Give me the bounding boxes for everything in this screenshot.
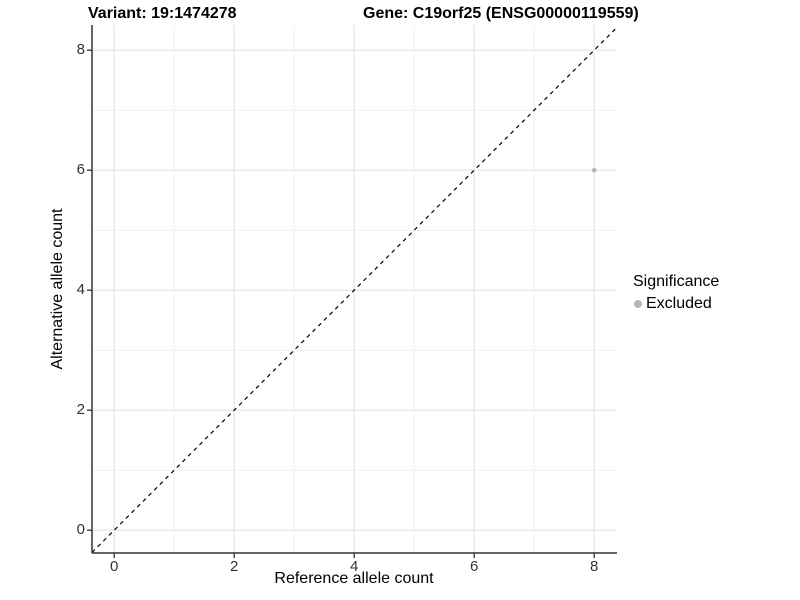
variant-title: Variant: 19:1474278 <box>88 5 237 22</box>
x-tick-label: 0 <box>110 558 119 575</box>
legend-entry: Excluded <box>631 294 719 314</box>
x-axis-title: Reference allele count <box>274 570 434 587</box>
x-tick-label: 6 <box>470 558 479 575</box>
y-tick-label: 2 <box>76 401 85 419</box>
data-point <box>591 167 597 173</box>
legend-entries: Excluded <box>631 294 719 314</box>
gene-title: Gene: C19orf25 (ENSG00000119559) <box>363 5 639 22</box>
legend: Significance Excluded <box>631 273 719 314</box>
x-tick-label: 2 <box>230 558 239 575</box>
legend-point-icon <box>634 300 642 308</box>
x-tick-label: 4 <box>350 558 359 575</box>
y-tick-label: 4 <box>76 281 85 299</box>
y-tick-label: 0 <box>76 521 85 539</box>
y-tick-label: 8 <box>76 41 85 59</box>
x-tick-label: 8 <box>590 558 599 575</box>
legend-entry-label: Excluded <box>646 295 712 312</box>
identity-line <box>91 26 618 553</box>
legend-title: Significance <box>633 273 720 290</box>
y-tick-label: 6 <box>76 161 85 179</box>
